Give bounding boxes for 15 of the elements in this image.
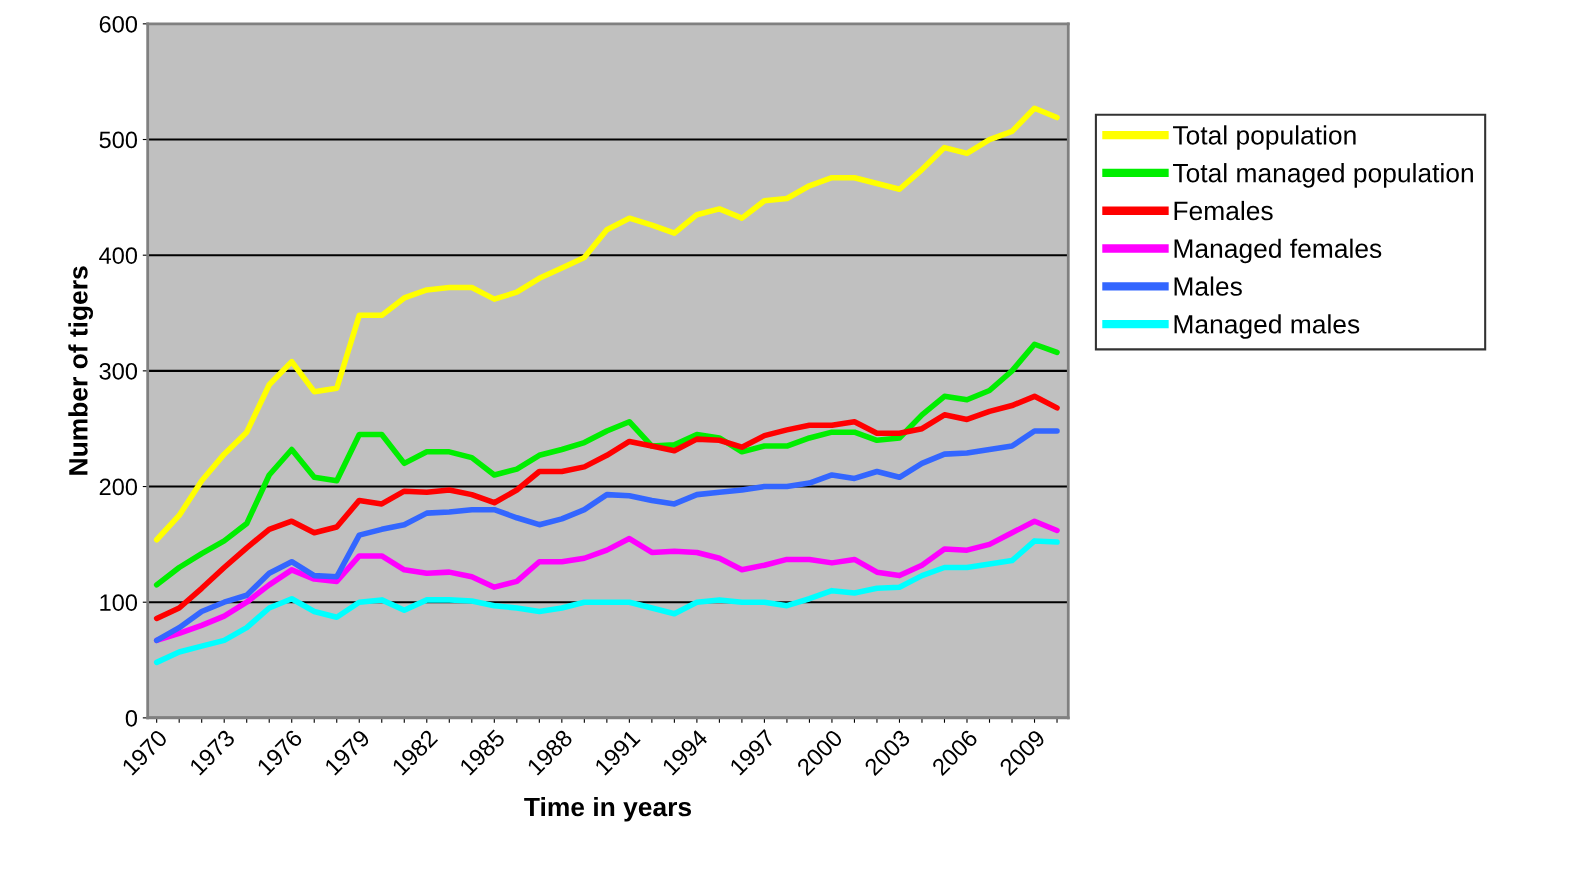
y-tick-label: 500 bbox=[99, 131, 138, 149]
y-tick-label: 200 bbox=[99, 478, 138, 496]
y-tick-label: 100 bbox=[100, 594, 138, 611]
y-tick-label: 300 bbox=[99, 362, 138, 380]
x-axis-title: Time in years bbox=[524, 796, 692, 822]
y-tick-label: 600 bbox=[99, 15, 138, 33]
legend-label: Managed males bbox=[1174, 314, 1360, 339]
y-tick-label: 400 bbox=[99, 247, 138, 264]
legend-label: Total managed population bbox=[1173, 163, 1473, 188]
legend-label: Males bbox=[1174, 276, 1242, 296]
y-tick-label: 0 bbox=[125, 709, 138, 727]
legend-label: Total population bbox=[1173, 125, 1356, 150]
legend-label: Managed females bbox=[1174, 238, 1382, 264]
legend-label: Females bbox=[1174, 200, 1273, 221]
y-axis-title: Number of tigers bbox=[68, 266, 94, 475]
